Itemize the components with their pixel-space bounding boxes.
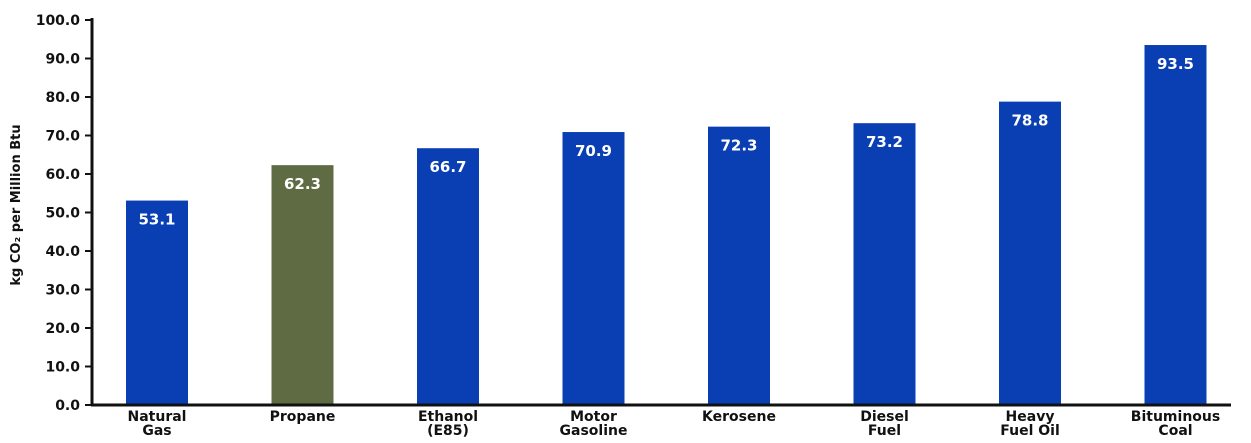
bar-value-label: 62.3: [284, 175, 321, 193]
y-tick-label: 10.0: [45, 360, 80, 376]
y-axis-label-group: kg CO₂ per Million Btu: [9, 124, 24, 285]
bar: [999, 101, 1061, 406]
x-tick-label: Fuel Oil: [1000, 423, 1060, 439]
axes: [90, 18, 1231, 407]
bar-value-label: 73.2: [866, 133, 903, 151]
x-tick-label: Gasoline: [560, 423, 628, 439]
bar: [271, 165, 334, 405]
bars: [126, 45, 1207, 406]
bar-value-label: 66.7: [429, 158, 466, 176]
bar: [853, 123, 916, 406]
bar-value-label: 53.1: [138, 211, 175, 229]
y-tick-label: 30.0: [45, 283, 80, 299]
x-tick-label: Fuel: [868, 423, 901, 439]
bar: [562, 132, 625, 405]
y-tick-label: 40.0: [45, 244, 80, 260]
bar: [126, 200, 188, 405]
bar: [1144, 45, 1207, 406]
x-tick-label: Bituminous: [1131, 409, 1220, 425]
y-tick-label: 100.0: [36, 13, 81, 29]
x-tick-label: Motor: [570, 409, 617, 425]
x-tick-label: Kerosene: [702, 409, 776, 425]
y-tick-label: 90.0: [45, 52, 80, 68]
y-tick-label: 0.0: [55, 398, 80, 414]
y-axis-ticks: 0.0 10.0 20.0 30.0 40.0 50.0 60.0 70.0 80.0 90.0 1…: [36, 13, 92, 414]
value-labels: 53.1 62.3 66.7 70.9 72.3 73.2 78.8 93.5: [138, 55, 1194, 229]
bar-value-label: 93.5: [1157, 55, 1194, 73]
y-tick-label: 70.0: [45, 129, 80, 145]
bar: [708, 126, 770, 406]
y-tick-label: 20.0: [45, 321, 80, 337]
y-tick-label: 50.0: [45, 206, 80, 222]
x-tick-label: Ethanol: [418, 409, 478, 425]
x-tick-label: (E85): [427, 423, 469, 439]
y-axis-label: kg CO₂ per Million Btu: [9, 124, 24, 285]
bar-value-label: 72.3: [720, 137, 757, 155]
x-tick-label: Diesel: [860, 409, 909, 425]
bar-value-label: 70.9: [575, 142, 612, 160]
bar: [417, 148, 479, 405]
y-tick-label: 80.0: [45, 90, 80, 106]
bar-value-label: 78.8: [1011, 112, 1048, 130]
x-tick-label: Gas: [142, 423, 171, 439]
x-tick-label: Propane: [270, 409, 336, 425]
x-tick-label: Natural: [128, 409, 187, 425]
x-tick-label: Heavy: [1006, 409, 1055, 425]
y-tick-label: 60.0: [45, 167, 80, 183]
x-tick-label: Coal: [1158, 423, 1192, 439]
